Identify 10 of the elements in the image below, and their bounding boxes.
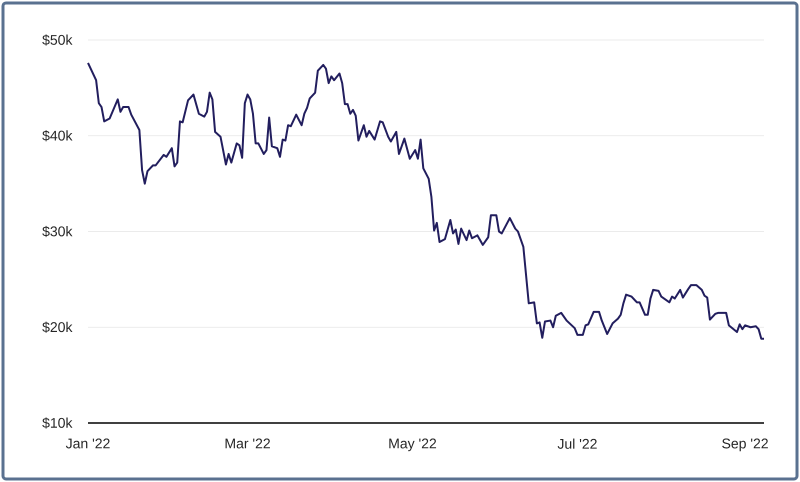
x-tick-label: Sep '22 (722, 438, 768, 452)
x-tick-label: May '22 (389, 438, 436, 452)
y-tick-label: $10k (42, 417, 72, 429)
y-tick-label: $50k (42, 34, 72, 46)
x-tick-label: Jul '22 (558, 438, 597, 449)
y-tick-label: $40k (42, 130, 72, 142)
x-tick-label: Jan '22 (66, 438, 110, 448)
x-tick-label: Mar '22 (226, 438, 270, 448)
y-tick-label: $30k (42, 226, 72, 238)
y-tick-label: $20k (42, 322, 72, 333)
